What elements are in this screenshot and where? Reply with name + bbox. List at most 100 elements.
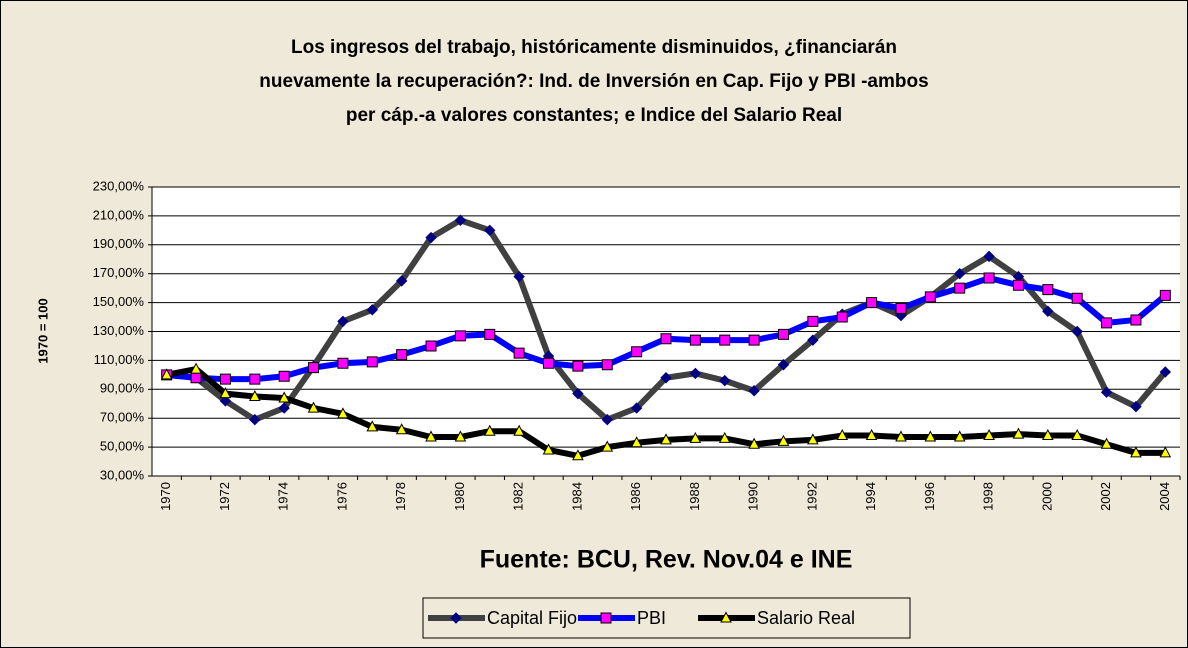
data-point	[777, 434, 790, 446]
data-point	[1042, 305, 1054, 317]
data-point	[454, 430, 467, 442]
data-point	[866, 297, 878, 309]
data-point	[572, 360, 584, 372]
y-tick-label: 170,00%	[93, 265, 145, 280]
data-point	[924, 430, 937, 442]
data-point	[748, 334, 760, 346]
y-tick-label: 190,00%	[93, 236, 145, 251]
legend-label: PBI	[637, 608, 666, 628]
data-point	[484, 224, 496, 237]
data-point	[219, 387, 232, 399]
data-point	[748, 385, 760, 397]
data-point	[1159, 366, 1172, 378]
legend-marker	[600, 612, 612, 624]
data-point	[1130, 400, 1142, 413]
data-point	[190, 372, 202, 384]
chart-title: per cáp.-a valores constantes; e Indice …	[346, 105, 842, 126]
data-point	[954, 282, 966, 294]
data-point	[1012, 427, 1025, 439]
data-point	[366, 356, 378, 368]
data-point	[601, 359, 613, 371]
data-point	[748, 437, 760, 449]
data-point	[660, 433, 672, 445]
data-point	[689, 367, 702, 380]
legend-box	[422, 597, 911, 639]
x-tick-label: 1974	[276, 482, 291, 511]
y-tick-label: 50,00%	[100, 439, 145, 454]
data-point	[160, 368, 173, 380]
data-point	[337, 407, 349, 419]
y-tick-label: 30,00%	[100, 467, 145, 482]
x-tick-label: 1984	[569, 482, 584, 511]
data-point	[1012, 279, 1024, 291]
data-point	[1042, 428, 1054, 441]
data-point	[454, 214, 467, 226]
data-point	[396, 349, 408, 361]
data-point	[836, 428, 849, 441]
data-point	[308, 362, 320, 374]
data-point	[190, 362, 202, 374]
data-point	[1071, 325, 1083, 338]
data-point	[425, 340, 437, 352]
data-point	[601, 440, 614, 452]
data-point	[1101, 317, 1113, 329]
x-tick-label: 1980	[452, 482, 467, 511]
data-point	[689, 431, 702, 443]
data-point	[484, 328, 496, 340]
y-tick-label: 150,00%	[93, 294, 145, 309]
legend-marker	[720, 611, 732, 623]
x-tick-label: 2004	[1157, 482, 1172, 511]
data-point	[777, 328, 789, 340]
data-point	[543, 357, 555, 369]
data-point	[807, 334, 819, 346]
data-point	[395, 423, 408, 435]
data-point	[513, 347, 525, 359]
data-point	[1159, 446, 1172, 458]
y-tick-label: 130,00%	[93, 323, 145, 338]
data-point	[953, 430, 966, 442]
chart-title: Los ingresos del trabajo, históricamente…	[291, 37, 897, 58]
data-point	[954, 267, 966, 280]
x-tick-label: 1986	[628, 482, 643, 511]
data-point	[219, 373, 231, 385]
data-point	[249, 373, 261, 385]
data-point	[513, 424, 525, 436]
x-axis-label: Fuente: BCU, Rev. Nov.04 e INE	[480, 546, 853, 574]
x-tick-label: 1992	[804, 482, 819, 511]
data-point	[337, 315, 349, 328]
data-point	[836, 311, 848, 323]
x-tick-label: 1990	[746, 482, 761, 511]
data-point	[630, 402, 643, 414]
data-point	[1159, 289, 1171, 301]
x-tick-label: 1976	[334, 482, 349, 511]
data-point	[718, 431, 731, 443]
data-point	[631, 346, 643, 358]
data-point	[895, 430, 907, 442]
data-point	[1042, 284, 1054, 296]
y-tick-label: 110,00%	[94, 352, 145, 367]
data-point	[689, 334, 701, 346]
data-point	[249, 413, 261, 426]
data-point	[425, 430, 437, 442]
data-point	[630, 436, 643, 448]
data-point	[983, 428, 995, 441]
legend-marker	[450, 612, 462, 624]
x-tick-label: 1998	[981, 482, 996, 511]
data-point	[807, 433, 819, 445]
data-point	[395, 275, 408, 287]
data-point	[660, 372, 672, 384]
legend-label: Salario Real	[757, 608, 855, 628]
legend-label: Capital Fijo	[487, 608, 577, 628]
y-axis-label: 1970 = 100	[35, 298, 50, 363]
data-point	[248, 389, 261, 402]
data-point	[572, 449, 584, 461]
x-tick-label: 1972	[217, 482, 232, 511]
data-point	[278, 370, 290, 382]
data-point	[366, 304, 378, 316]
x-tick-label: 1988	[687, 482, 702, 511]
data-point	[366, 420, 379, 432]
y-tick-label: 90,00%	[100, 381, 145, 396]
data-point	[219, 395, 232, 407]
x-tick-label: 1994	[863, 482, 878, 511]
data-point	[895, 302, 907, 314]
